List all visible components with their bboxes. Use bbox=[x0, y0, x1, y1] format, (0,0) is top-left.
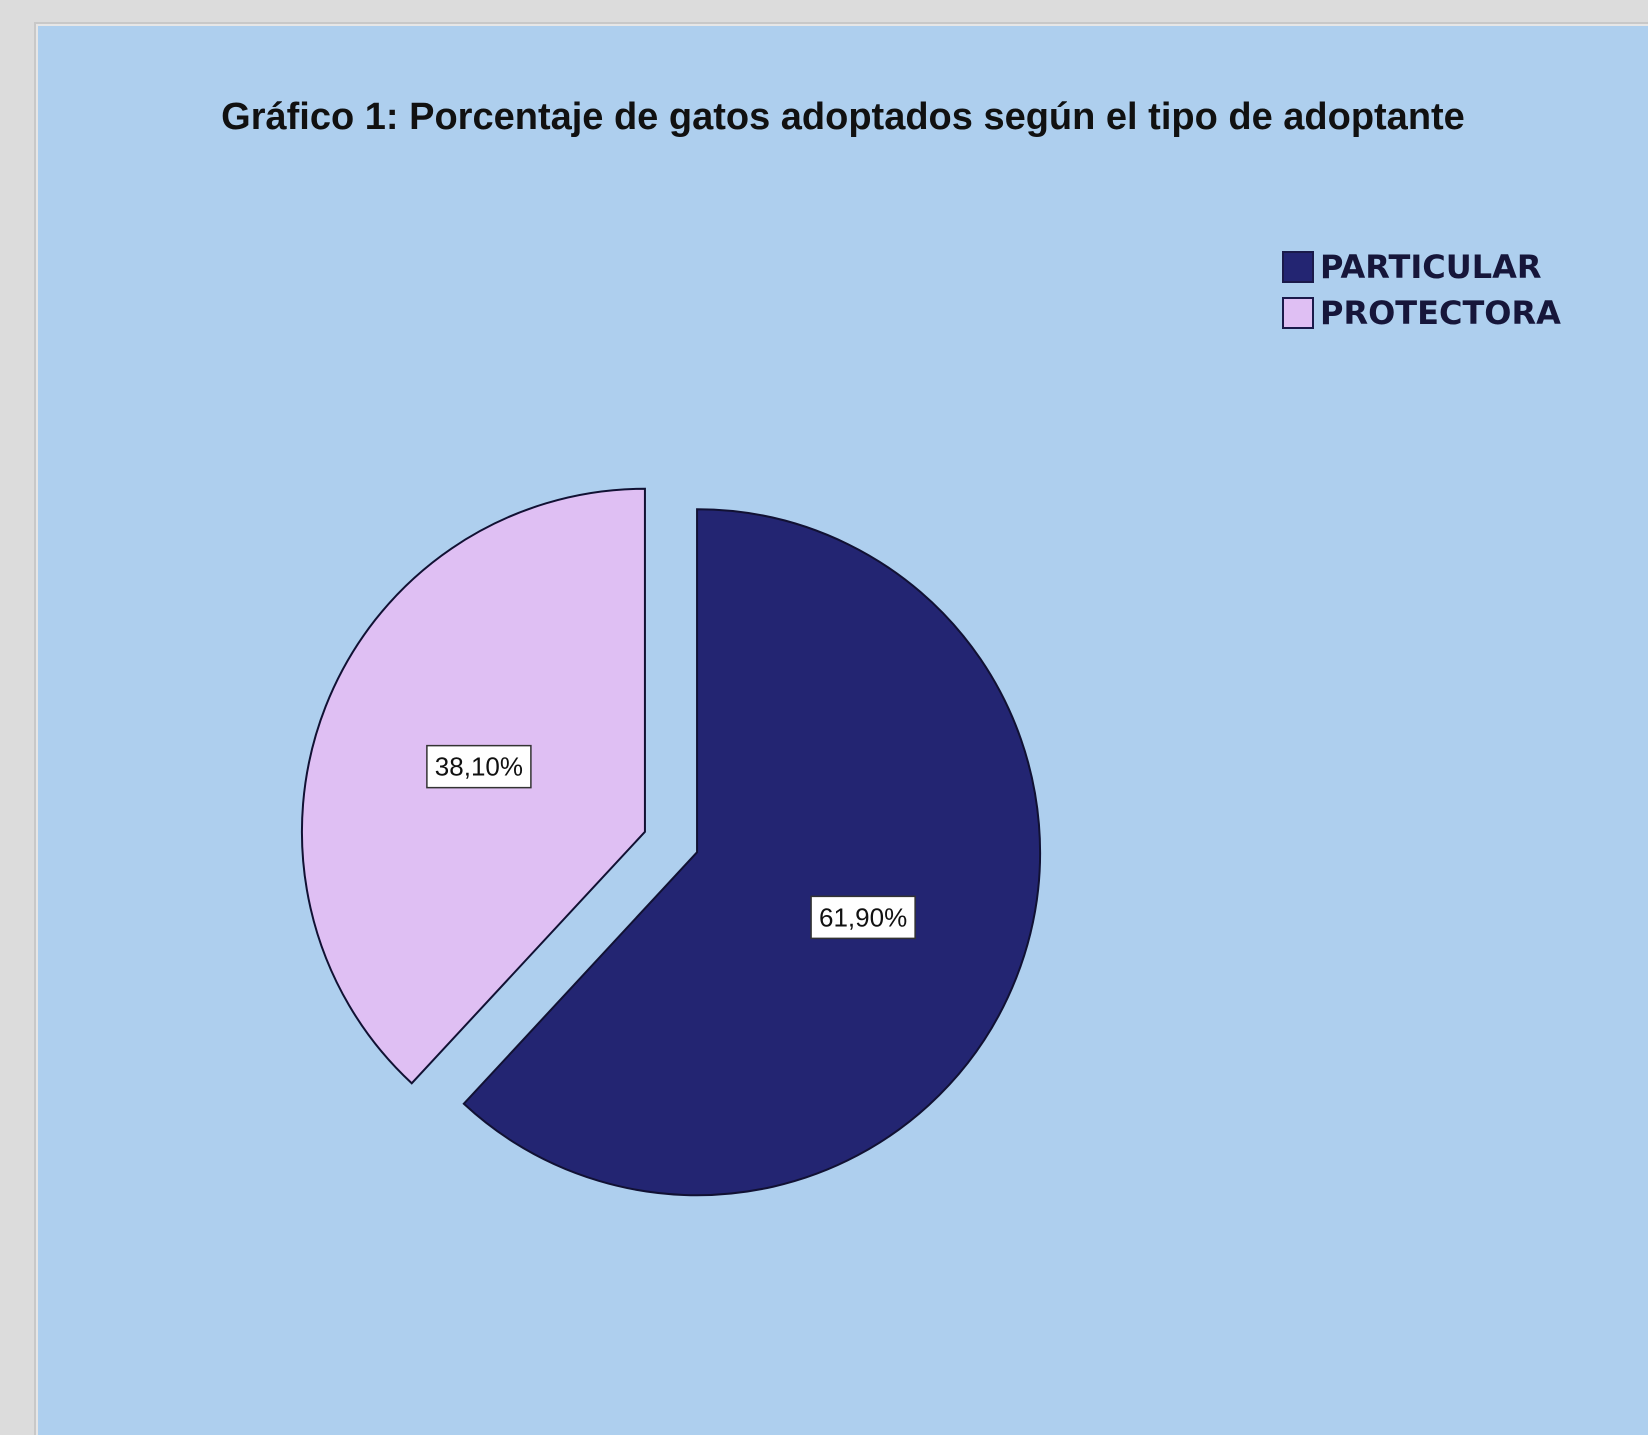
data-label-text: 38,10% bbox=[435, 752, 523, 782]
pie-slice-particular bbox=[462, 508, 1042, 1197]
legend-label-protectora: PROTECTORA bbox=[1320, 294, 1561, 332]
data-label-text: 61,90% bbox=[819, 902, 907, 932]
legend-swatch-particular bbox=[1282, 251, 1314, 283]
data-label-particular: 61,90% bbox=[810, 895, 916, 940]
pie-chart: 61,90% 38,10% bbox=[300, 487, 1042, 1197]
legend-label-particular: PARTICULAR bbox=[1320, 248, 1542, 286]
data-label-box bbox=[426, 744, 532, 789]
legend-item-particular: PARTICULAR bbox=[1282, 244, 1561, 290]
legend-item-protectora: PROTECTORA bbox=[1282, 290, 1561, 336]
legend-swatch-protectora bbox=[1282, 297, 1314, 329]
chart-title: Gráfico 1: Porcentaje de gatos adoptados… bbox=[221, 96, 1465, 138]
chart-panel: Gráfico 1: Porcentaje de gatos adoptados… bbox=[38, 26, 1648, 1435]
data-label-protectora: 38,10% bbox=[426, 744, 532, 789]
chart-legend: PARTICULAR PROTECTORA bbox=[1282, 244, 1561, 336]
data-label-box bbox=[810, 895, 916, 940]
